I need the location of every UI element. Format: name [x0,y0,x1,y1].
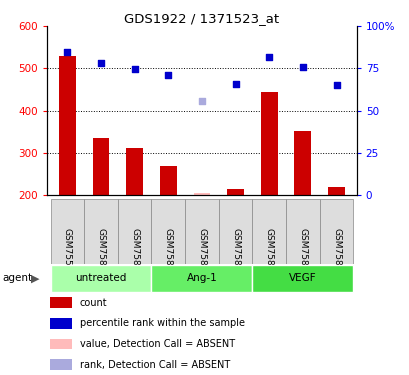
Point [333,82,339,88]
Bar [59,56,76,195]
Title: GDS1922 / 1371523_at: GDS1922 / 1371523_at [124,12,279,25]
Bar [50,318,72,329]
Text: Ang-1: Ang-1 [186,273,217,284]
Text: untreated: untreated [75,273,126,284]
Point [164,72,171,78]
Point [265,54,272,60]
Point [64,49,70,55]
Bar [50,339,72,350]
Bar [50,359,72,370]
Bar [160,166,176,195]
Text: GSM75840: GSM75840 [197,228,206,278]
Text: GSM75548: GSM75548 [63,228,72,278]
Text: agent: agent [2,273,32,284]
Text: rank, Detection Call = ABSENT: rank, Detection Call = ABSENT [80,360,229,370]
Bar [193,193,210,195]
Text: GSM75842: GSM75842 [231,228,240,277]
Text: count: count [80,298,107,308]
Bar [319,199,353,264]
Bar [117,199,151,264]
Bar [184,199,218,264]
Bar [252,199,285,264]
Bar [218,199,252,264]
Bar [260,93,277,195]
Text: GSM75848: GSM75848 [331,228,340,278]
Bar [151,265,252,292]
Text: GSM75844: GSM75844 [264,228,273,277]
Text: VEGF: VEGF [288,273,316,284]
Bar [84,199,117,264]
Text: value, Detection Call = ABSENT: value, Detection Call = ABSENT [80,339,234,349]
Bar [252,265,353,292]
Point [232,81,238,87]
Bar [50,297,72,308]
Bar [227,189,243,195]
Text: GSM75846: GSM75846 [298,228,307,278]
Point [198,98,205,104]
Bar [126,148,143,195]
Bar [327,187,344,195]
Bar [50,199,84,264]
Text: GSM75838: GSM75838 [163,228,172,278]
Bar [294,131,310,195]
Text: percentile rank within the sample: percentile rank within the sample [80,318,244,328]
Text: ▶: ▶ [31,273,39,284]
Bar [151,199,184,264]
Bar [285,199,319,264]
Point [131,66,137,72]
Point [299,64,306,70]
Bar [92,138,109,195]
Point [97,60,104,66]
Text: GSM75836: GSM75836 [130,228,139,278]
Bar [50,265,151,292]
Text: GSM75834: GSM75834 [96,228,105,278]
